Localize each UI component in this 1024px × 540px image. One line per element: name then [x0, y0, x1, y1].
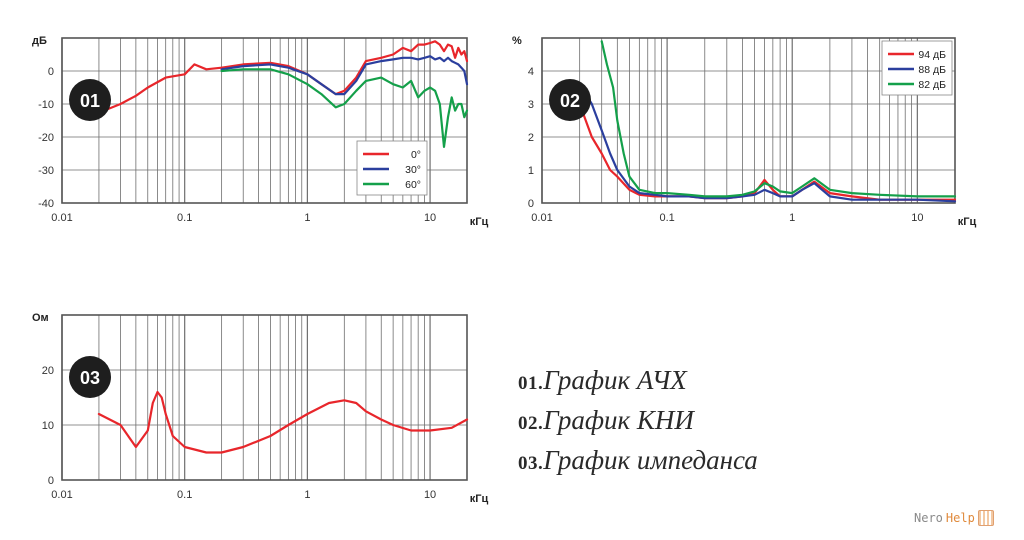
legend-label: 30°	[405, 164, 421, 176]
y-tick-label: 10	[42, 420, 54, 432]
legend-label: 88 дБ	[918, 64, 946, 76]
y-axis-unit-label: Ом	[32, 312, 49, 324]
series-line	[220, 55, 469, 96]
grid-lines	[61, 315, 468, 481]
x-tick-label: 10	[424, 212, 436, 224]
y-axis-unit-label: %	[512, 35, 522, 47]
chart-number-badge-text: 02	[560, 91, 580, 111]
impedance-chart: 0 10 20 0.01 0.1 1 10 Ом кГц 03	[32, 312, 489, 505]
caption-number: 01.	[518, 373, 544, 394]
y-tick-label: 0	[48, 475, 54, 487]
thd-chart: 0 1 2 3 4 0.01 0.1 1 10% кГц 02 94 дБ 88 дБ 82 дБ	[512, 35, 977, 228]
chart-number-badge-text: 01	[80, 91, 100, 111]
chart-number-badge-text: 03	[80, 368, 100, 388]
legend: 0° 30° 60°	[356, 140, 428, 196]
y-tick-label: 2	[528, 132, 534, 144]
x-tick-label: 10	[424, 489, 436, 501]
x-tick-label: 1	[304, 489, 310, 501]
chart-number-badge	[69, 79, 111, 121]
y-tick-label: -30	[38, 165, 54, 177]
y-tick-label: 0	[48, 66, 54, 78]
chart-number-badge	[69, 356, 111, 398]
legend-label: 94 дБ	[918, 49, 946, 61]
y-axis-unit-label: дБ	[32, 35, 47, 47]
x-tick-label: 0.01	[531, 212, 552, 224]
legend-label: 82 дБ	[918, 79, 946, 91]
legend: 94 дБ 88 дБ 82 дБ	[881, 40, 953, 96]
y-tick-label: 3	[528, 99, 534, 111]
caption-item: 02.График КНИ	[518, 402, 758, 442]
watermark[interactable]: Nero Help	[914, 510, 994, 526]
series-line	[578, 83, 957, 203]
caption-number: 02.	[518, 413, 544, 434]
x-tick-label: 0.01	[51, 212, 72, 224]
y-tick-label: -20	[38, 132, 54, 144]
x-tick-label: 0.01	[51, 489, 72, 501]
y-tick-label: 20	[42, 365, 54, 377]
legend-box	[356, 140, 428, 196]
caption-text: График КНИ	[543, 405, 694, 435]
x-tick-label: 1	[304, 212, 310, 224]
y-tick-label: 1	[528, 165, 534, 177]
y-tick-label: -40	[38, 198, 54, 210]
x-tick-label: 1	[789, 212, 795, 224]
legend-label: 60°	[405, 179, 421, 191]
y-tick-label: -10	[38, 99, 54, 111]
x-tick-label: 0.1	[659, 212, 674, 224]
watermark-logo-icon	[977, 510, 994, 526]
caption-item: 03.График импеданса	[518, 442, 758, 482]
plot-frame	[61, 314, 468, 481]
frequency-response-chart: 0 -10 -20 -30 -40 0.01 0.1 1 10 дБ кГц 01 0° 30° 60°	[32, 35, 489, 228]
x-axis-unit-label: кГц	[958, 216, 977, 228]
plot-frame	[541, 37, 956, 204]
x-axis-unit-label: кГц	[470, 216, 489, 228]
caption-list: 01.График АЧХ 02.График КНИ 03.График им…	[518, 362, 758, 482]
plot-frame	[61, 37, 468, 204]
caption-item: 01.График АЧХ	[518, 362, 758, 402]
legend-label: 0°	[411, 149, 421, 161]
series-line	[220, 68, 469, 149]
series-line	[600, 40, 957, 198]
x-tick-label: 10	[911, 212, 923, 224]
series-line	[97, 390, 469, 454]
caption-text: График АЧХ	[543, 365, 687, 395]
caption-number: 03.	[518, 453, 544, 474]
watermark-text-help: Help	[945, 511, 975, 525]
x-axis-unit-label: кГц	[470, 493, 489, 505]
chart-number-badge	[549, 79, 591, 121]
y-tick-label: 0	[528, 198, 534, 210]
watermark-text-nero: Nero	[914, 511, 943, 525]
caption-text: График импеданса	[543, 445, 758, 475]
x-tick-label: 0.1	[177, 489, 192, 501]
x-tick-label: 0.1	[177, 212, 192, 224]
series-line	[102, 63, 223, 112]
y-tick-label: 4	[528, 66, 534, 78]
